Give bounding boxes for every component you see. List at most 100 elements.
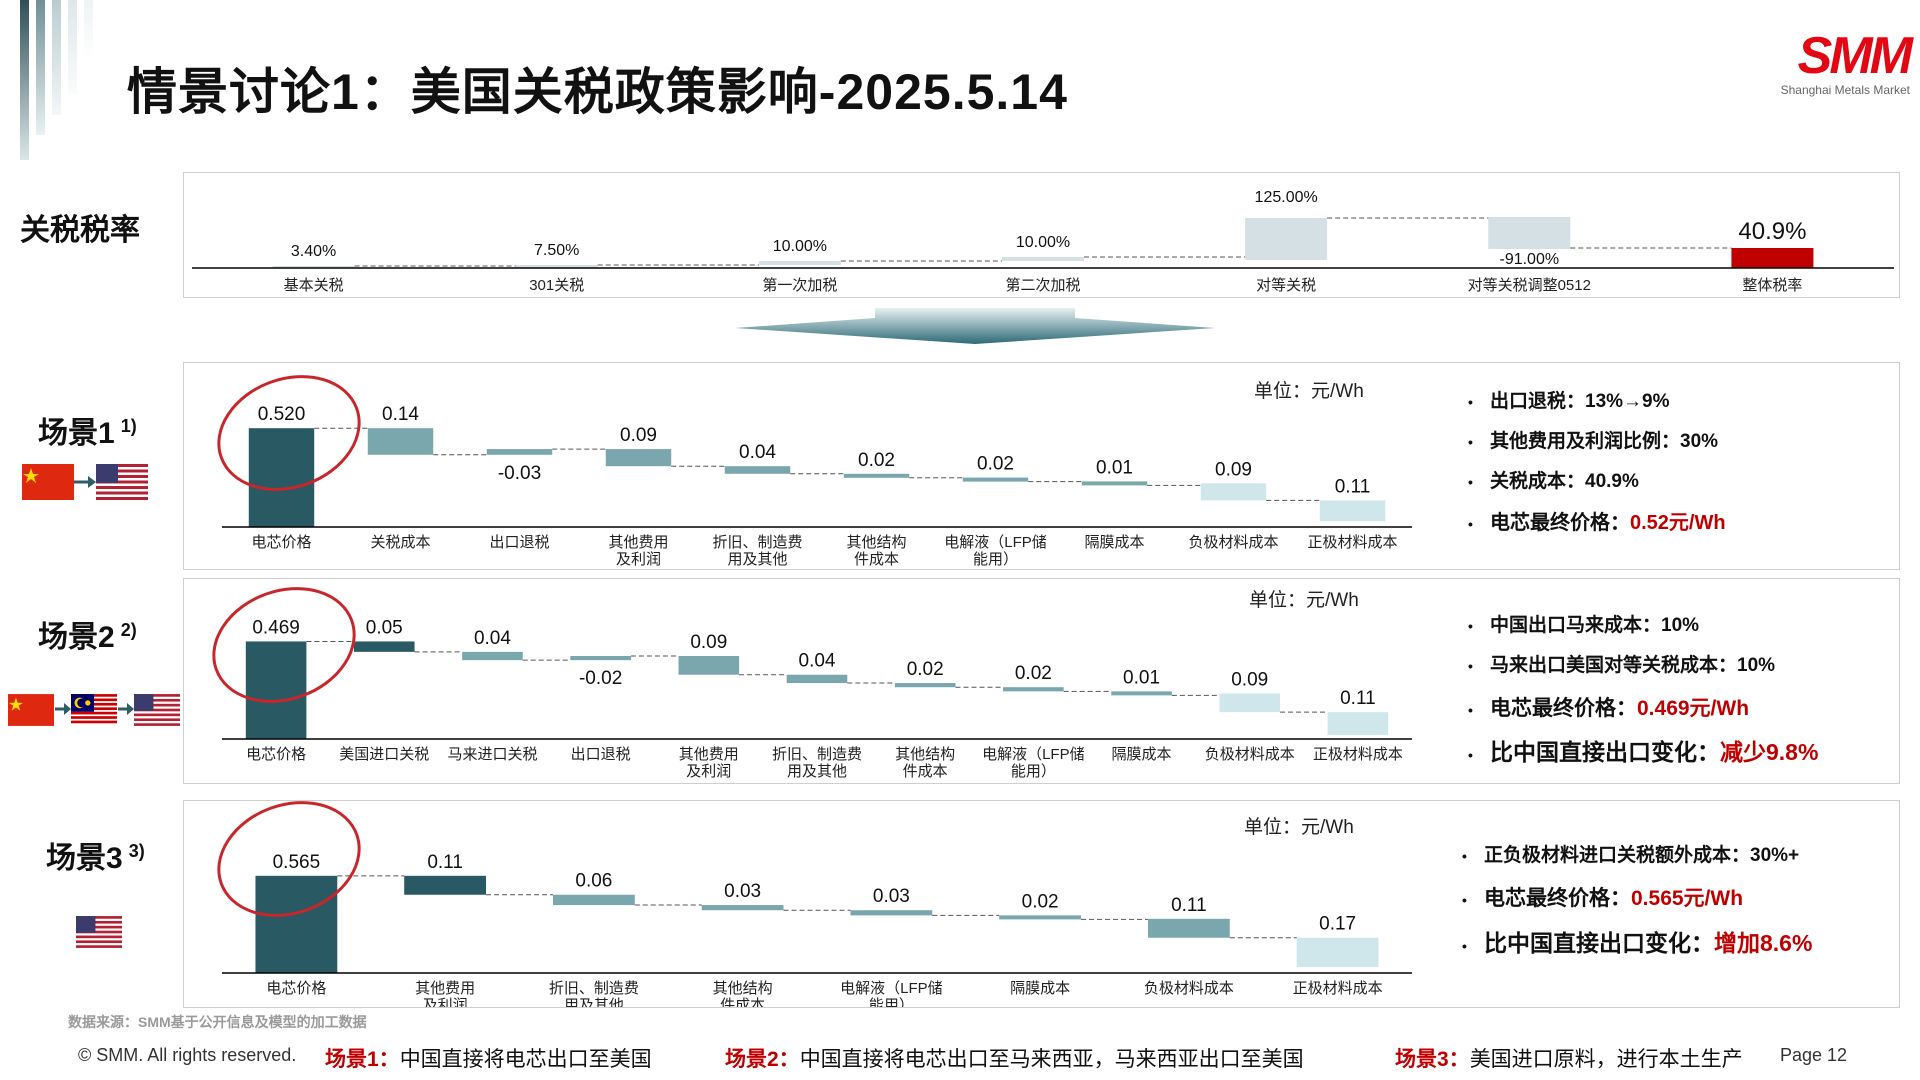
data-label: 0.01 (1096, 457, 1133, 478)
data-label: 0.11 (427, 852, 463, 873)
waterfall-bar (552, 894, 635, 906)
tariff-bar (1002, 257, 1084, 261)
waterfall-bar (605, 449, 672, 467)
category-label: 能用） (973, 551, 1018, 568)
category-label: 美国进口关税 (339, 746, 429, 763)
tariff-panel: 3.40% 基本关税 7.50% 301关税 10.00% 第一次加税 10.00% 第二次加… (183, 172, 1900, 298)
waterfall-bar (894, 683, 956, 688)
data-label: 0.02 (858, 450, 895, 471)
category-label: 隔膜成本 (1084, 534, 1144, 551)
usa-flag-icon (76, 916, 122, 948)
waterfall-bar (962, 477, 1029, 482)
category-label: 其他费用 (679, 746, 739, 763)
data-label: 0.04 (799, 651, 836, 672)
arrow-right-icon (74, 476, 96, 488)
tariff-category-label: 对等关税调整0512 (1468, 276, 1591, 294)
bullet-item: • 比中国直接出口变化：减少9.8% (1468, 739, 1819, 765)
waterfall-bar (248, 428, 315, 527)
category-label: 用及其他 (727, 551, 787, 568)
data-label: 0.09 (1231, 669, 1268, 690)
scenario3-panel: 单位：元/Wh 0.565 电芯价格 0.11 其他费用 及利润 0.06 折旧、制造费 用及其… (183, 800, 1900, 1014)
data-label: 0.469 (252, 617, 300, 638)
waterfall-bar (1003, 687, 1064, 692)
category-label: 能用） (869, 997, 914, 1007)
tariff-bar (272, 266, 355, 268)
waterfall-bar (724, 466, 791, 474)
category-label: 其他结构 (895, 746, 955, 763)
category-label: 正极材料成本 (1293, 980, 1383, 997)
data-label: 0.565 (273, 852, 321, 873)
category-label: 及利润 (616, 551, 661, 568)
logo-subtitle: Shanghai Metals Market (1780, 83, 1910, 97)
category-label: 负极材料成本 (1205, 746, 1295, 763)
decorative-stripe (52, 0, 61, 115)
scenario2-title: 场景2 2) (38, 620, 137, 654)
data-label: 0.04 (474, 628, 511, 649)
tariff-value-label: 3.40% (291, 243, 336, 260)
china-flag-icon (22, 464, 74, 500)
bullet-item: • 中国出口马来成本：10% (1468, 615, 1700, 636)
waterfall-bar (1319, 500, 1386, 522)
category-label: 负极材料成本 (1144, 980, 1234, 997)
category-label: 折旧、制造费 (712, 534, 802, 551)
waterfall-bar (353, 641, 415, 652)
data-label: 0.01 (1123, 667, 1160, 688)
data-label: 0.17 (1319, 914, 1356, 935)
scenario1-chart: 单位：元/Wh 0.520 电芯价格 0.14 关税成本 -0.03 出口退税 0.09 其他费… (217, 375, 1412, 568)
data-label: 0.02 (1015, 663, 1052, 684)
highlight-circle (217, 375, 361, 491)
tariff-value-label: 10.00% (773, 238, 827, 255)
data-label: -0.03 (498, 463, 541, 484)
tariff-category-label: 对等关税 (1256, 276, 1316, 294)
waterfall-bar (1147, 918, 1230, 938)
tariff-value-label: 40.9% (1738, 218, 1806, 245)
tariff-category-label: 整体税率 (1742, 277, 1802, 294)
tariff-bar (1488, 217, 1571, 249)
category-label: 出口退税 (489, 534, 549, 551)
data-label: 0.09 (620, 425, 657, 446)
tariff-bar (758, 261, 841, 265)
category-label: 其他费用 (608, 534, 668, 551)
highlight-circle (217, 801, 361, 917)
smm-logo: SMM Shanghai Metals Market (1760, 28, 1913, 98)
waterfall-bar (999, 915, 1082, 920)
scenario3-title: 场景3 3) (46, 841, 145, 875)
arrow-right-icon (118, 703, 134, 715)
tariff-value-label: 125.00% (1255, 189, 1318, 206)
tariff-value-label: 7.50% (534, 242, 579, 259)
waterfall-bar (486, 449, 553, 455)
waterfall-bar (367, 428, 434, 455)
data-label: 0.14 (382, 404, 419, 425)
category-label: 电芯价格 (246, 746, 306, 763)
footnote-3: 场景3：美国进口原料，进行本土生产 (1395, 1048, 1743, 1071)
tariff-category-label: 301关税 (529, 277, 584, 294)
waterfall-bar (1296, 937, 1379, 967)
bullet-item: • 正负极材料进口关税额外成本：30%+ (1462, 845, 1800, 866)
category-label: 出口退税 (571, 746, 631, 763)
waterfall-bar (1200, 483, 1267, 501)
category-label: 用及其他 (787, 763, 847, 780)
waterfall-bar (245, 641, 307, 739)
tariff-category-label: 第二次加税 (1005, 276, 1080, 294)
category-label: 关税成本 (370, 534, 430, 551)
data-label: -0.02 (579, 668, 622, 689)
waterfall-bar (1081, 481, 1148, 486)
data-label: 0.03 (724, 881, 761, 902)
data-label: 0.11 (1340, 688, 1376, 709)
bullet-item: • 出口退税：13%→9% (1468, 391, 1670, 412)
waterfall-bar (701, 905, 784, 911)
waterfall-bar (850, 910, 933, 916)
bullet-item: • 电芯最终价格：0.52元/Wh (1468, 512, 1726, 534)
waterfall-bar (255, 875, 338, 973)
data-label: 0.520 (258, 404, 306, 425)
category-label: 其他结构 (846, 534, 906, 551)
bullet-item: • 比中国直接出口变化：增加8.6% (1462, 930, 1813, 956)
tariff-bar (1245, 218, 1328, 260)
category-label: 电芯价格 (251, 534, 311, 551)
data-label: 0.03 (873, 886, 910, 907)
category-label: 及利润 (686, 763, 731, 780)
data-label: 0.11 (1171, 895, 1207, 916)
tariff-bar (515, 265, 598, 268)
category-label: 负极材料成本 (1188, 534, 1278, 551)
category-label: 用及其他 (564, 997, 624, 1007)
